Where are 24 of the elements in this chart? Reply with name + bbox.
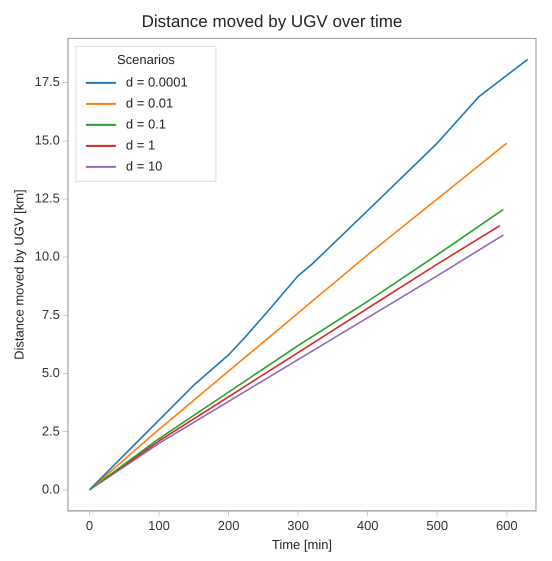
- x-tick-label: 300: [287, 518, 309, 534]
- y-tick-label: 10.0: [34, 248, 60, 264]
- y-tick-label: 5.0: [42, 365, 60, 380]
- x-tick-label: 600: [496, 518, 518, 534]
- legend-title: Scenarios: [116, 52, 176, 67]
- legend-label: d = 0.0001: [126, 74, 188, 90]
- y-tick-label: 2.5: [42, 423, 60, 438]
- y-tick-label: 7.5: [42, 306, 60, 322]
- y-tick-label: 17.5: [34, 74, 60, 90]
- chart-title: Distance moved by UGV over time: [142, 12, 402, 31]
- x-tick-label: 400: [356, 518, 379, 534]
- y-tick-label: 0.0: [42, 481, 60, 496]
- x-tick-label: 200: [218, 518, 240, 534]
- legend-label: d = 1: [126, 137, 156, 152]
- y-axis-title: Distance moved by UGV [km]: [11, 189, 26, 360]
- legend-label: d = 0.1: [126, 116, 166, 132]
- legend-label: d = 10: [126, 158, 162, 174]
- y-tick-label: 12.5: [34, 190, 60, 206]
- legend-label: d = 0.01: [126, 95, 174, 110]
- x-axis-title: Time [min]: [272, 536, 332, 552]
- x-tick-label: 0: [86, 518, 94, 534]
- y-tick-label: 15.0: [34, 132, 60, 148]
- x-tick-label: 100: [148, 518, 170, 534]
- x-tick-label: 500: [426, 518, 448, 534]
